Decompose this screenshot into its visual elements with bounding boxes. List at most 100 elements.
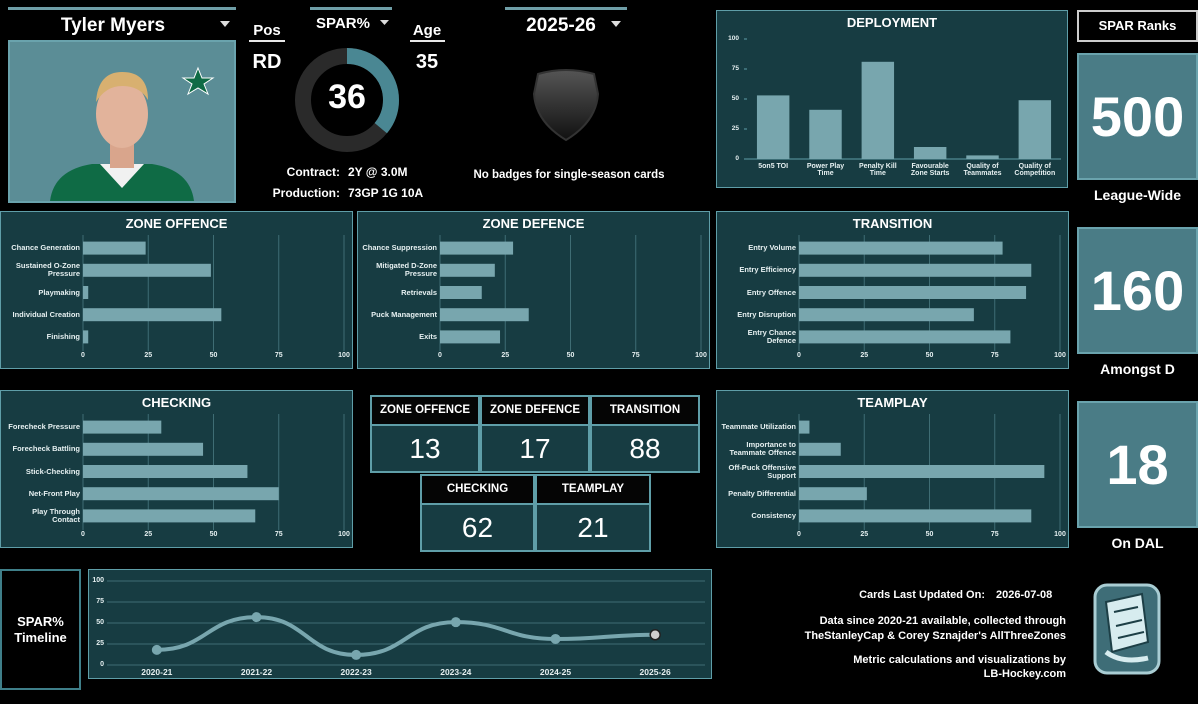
age-label: Age: [412, 22, 442, 39]
pos-underline: [249, 40, 285, 42]
timeline-title-box: SPAR% Timeline: [0, 569, 81, 690]
zone-offence-panel: ZONE OFFENCE 0 25 50 75 100 Chance Generation S…: [0, 211, 353, 369]
timeline-title: SPAR% Timeline: [14, 613, 67, 645]
point: [550, 633, 561, 644]
x-tick-label: 2020-21: [141, 667, 173, 677]
x-tick-label: 5on5 TOI: [758, 163, 789, 170]
bar: [799, 263, 1032, 277]
data-note: TheStanleyCap & Corey Sznajder's AllThre…: [804, 630, 1066, 642]
x-tick-label: Quality of Competition: [1014, 163, 1056, 177]
score-header: CHECKING: [420, 474, 535, 505]
season[interactable]: 2025-26: [526, 15, 596, 36]
name-bar: [8, 7, 236, 10]
score-value: 17: [480, 424, 590, 473]
chart-title: ZONE OFFENCE: [125, 216, 228, 231]
season-bar: [505, 7, 627, 10]
bar: [799, 308, 974, 322]
y-tick-label: Entry Efficiency: [739, 265, 796, 275]
plot: [439, 235, 702, 351]
y-tick-label: Chance Suppression: [362, 243, 437, 253]
y-tick-label: 50: [731, 95, 739, 102]
x-tick-label: 75: [990, 352, 999, 359]
contract-label: Contract:: [286, 165, 340, 179]
pos-value: RD: [252, 51, 282, 73]
lb-logo: [1093, 583, 1161, 675]
photo-art: [50, 66, 215, 201]
rank-label: Amongst D: [1100, 361, 1175, 377]
bar: [799, 442, 841, 456]
point: [649, 629, 661, 641]
bar: [913, 147, 947, 159]
x-tick-label: 25: [144, 531, 153, 538]
timeline-panel: 0 25 50 75 100 2020-21 2021-22 2022-23 2023-24 20…: [88, 569, 712, 679]
x-tick-label: 25: [860, 352, 869, 359]
y-tick-label: 25: [96, 640, 104, 647]
y-tick-label: Mitigated D-Zone Pressure: [376, 261, 437, 279]
bar: [799, 420, 810, 434]
y-tick-label: Chance Generation: [11, 243, 80, 253]
bar: [83, 465, 248, 478]
x-tick-label: 0: [438, 352, 442, 359]
spar-donut: [295, 48, 399, 152]
data-note: Data since 2020-21 available, collected …: [819, 615, 1066, 627]
spar-label[interactable]: SPAR%: [316, 15, 370, 32]
y-tick-label: Playmaking: [38, 287, 80, 297]
spar-bar: [310, 7, 392, 10]
x-tick-label: 2021-22: [240, 667, 273, 677]
rank-value: 500: [1077, 53, 1198, 180]
bar: [799, 487, 867, 501]
bar: [83, 487, 279, 501]
plot: [798, 414, 1061, 530]
rank-value: 160: [1077, 227, 1198, 354]
x-tick-label: Penalty Kill Time: [858, 163, 897, 177]
y-tick-label: Puck Management: [371, 309, 437, 319]
player-name[interactable]: Tyler Myers: [60, 15, 166, 36]
spar-value: 36: [328, 78, 366, 116]
plot: [744, 38, 1061, 160]
chart-title: DEPLOYMENT: [846, 15, 938, 30]
dropdown-caret[interactable]: [220, 21, 230, 28]
bar: [966, 155, 999, 159]
bar: [1018, 100, 1052, 159]
x-tick-label: Quality of Teammates: [963, 163, 1002, 177]
y-tick-label: 75: [96, 598, 104, 605]
y-tick-label: Play Through Contact: [32, 506, 80, 524]
y-tick-label: Importance to Teammate Offence: [729, 440, 796, 458]
y-tick-label: Off-Puck Offensive Support: [728, 462, 796, 480]
y-tick-label: 25: [731, 125, 739, 132]
bar: [799, 465, 1045, 478]
bar: [440, 263, 495, 277]
y-tick-label: Stick-Checking: [25, 466, 80, 476]
point: [251, 612, 262, 623]
x-tick-label: 50: [209, 352, 218, 359]
bar: [440, 308, 529, 322]
bar: [756, 95, 790, 159]
bar: [440, 286, 482, 299]
production-label: Production:: [272, 186, 340, 200]
x-tick-label: 100: [695, 352, 707, 359]
y-tick-label: Individual Creation: [12, 309, 80, 319]
bar: [83, 241, 146, 255]
bar: [799, 509, 1032, 523]
age-value: 35: [415, 51, 439, 73]
y-tick-label: Teammate Utilization: [721, 422, 796, 432]
y-tick-label: Finishing: [46, 331, 80, 341]
zone-defence-panel: ZONE DEFENCE 0 25 50 75 100 Chance Suppression…: [357, 211, 710, 369]
x-tick-label: 25: [860, 531, 869, 538]
x-tick-label: 75: [274, 531, 283, 538]
badges-note: No badges for single-season cards: [473, 169, 665, 181]
chart-title: TEAMPLAY: [857, 395, 928, 410]
y-tick-label: 0: [100, 661, 104, 668]
chart-title: ZONE DEFENCE: [482, 216, 585, 231]
x-tick-label: 25: [144, 352, 153, 359]
x-tick-label: 25: [501, 352, 510, 359]
plot: [107, 580, 705, 666]
x-tick-label: 50: [566, 352, 575, 359]
x-tick-label: 0: [81, 531, 85, 538]
rank-label: League-Wide: [1094, 187, 1181, 203]
dropdown-caret[interactable]: [611, 21, 621, 28]
y-tick-label: Entry Chance Defence: [747, 327, 796, 345]
dropdown-caret[interactable]: [380, 20, 389, 26]
checking-panel: CHECKING 0 25 50 75 100 Forecheck Pressure Fore…: [0, 390, 353, 548]
